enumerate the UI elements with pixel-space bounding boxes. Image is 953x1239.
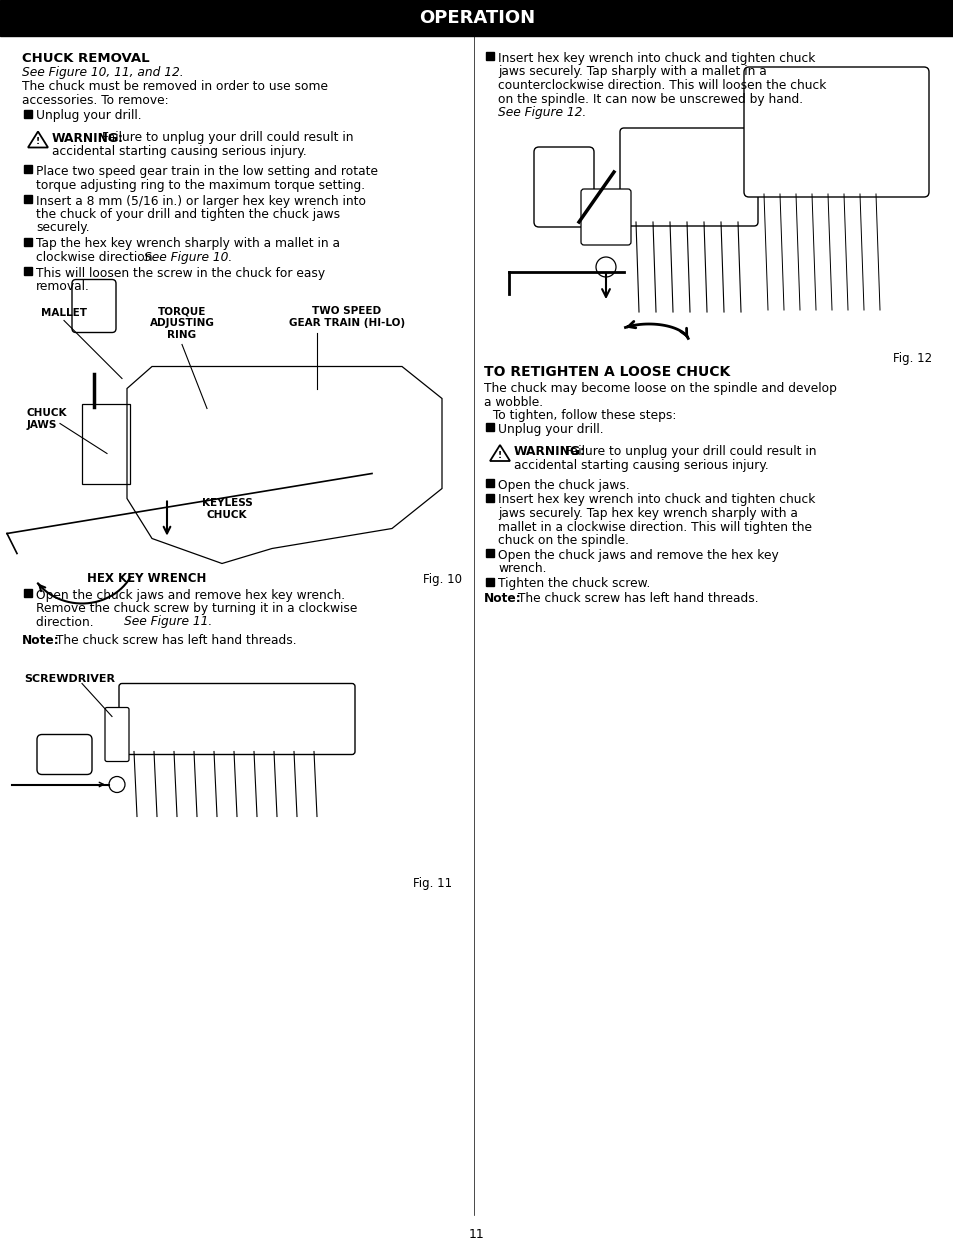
Bar: [485, 52, 494, 59]
Text: The chuck may become loose on the spindle and develop: The chuck may become loose on the spindl…: [483, 382, 836, 395]
Text: Note:: Note:: [22, 633, 60, 647]
FancyBboxPatch shape: [580, 190, 630, 245]
Bar: [485, 478, 494, 487]
Text: mallet in a clockwise direction. This will tighten the: mallet in a clockwise direction. This wi…: [497, 520, 811, 534]
Bar: [0, 0, 953, 36]
Text: Place two speed gear train in the low setting and rotate: Place two speed gear train in the low se…: [36, 165, 377, 178]
Bar: [485, 577, 494, 586]
Circle shape: [596, 256, 616, 278]
FancyBboxPatch shape: [119, 684, 355, 755]
Text: Open the chuck jaws and remove hex key wrench.: Open the chuck jaws and remove hex key w…: [36, 589, 345, 601]
Text: jaws securely. Tap hex key wrench sharply with a: jaws securely. Tap hex key wrench sharpl…: [497, 507, 797, 520]
Text: TORQUE: TORQUE: [157, 306, 206, 316]
Bar: [24, 266, 32, 275]
Text: accessories. To remove:: accessories. To remove:: [22, 93, 169, 107]
FancyBboxPatch shape: [37, 735, 91, 774]
Bar: [485, 549, 494, 558]
Text: GEAR TRAIN (HI-LO): GEAR TRAIN (HI-LO): [289, 318, 405, 328]
Text: Insert a 8 mm (5/16 in.) or larger hex key wrench into: Insert a 8 mm (5/16 in.) or larger hex k…: [36, 195, 366, 207]
Bar: [24, 238, 32, 245]
Text: Remove the chuck screw by turning it in a clockwise: Remove the chuck screw by turning it in …: [36, 602, 357, 615]
Text: accidental starting causing serious injury.: accidental starting causing serious inju…: [52, 145, 307, 159]
Text: torque adjusting ring to the maximum torque setting.: torque adjusting ring to the maximum tor…: [36, 178, 365, 192]
Text: CHUCK: CHUCK: [27, 409, 68, 419]
Text: See Figure 10.: See Figure 10.: [144, 252, 232, 264]
Text: Open the chuck jaws.: Open the chuck jaws.: [497, 478, 629, 492]
Text: SCREWDRIVER: SCREWDRIVER: [24, 674, 115, 684]
Text: To tighten, follow these steps:: To tighten, follow these steps:: [489, 410, 676, 422]
Text: a wobble.: a wobble.: [483, 395, 542, 409]
Text: ADJUSTING: ADJUSTING: [150, 318, 214, 328]
Text: !: !: [497, 451, 501, 460]
Text: Unplug your drill.: Unplug your drill.: [36, 109, 141, 123]
Text: Fig. 11: Fig. 11: [413, 876, 452, 890]
Text: Insert hex key wrench into chuck and tighten chuck: Insert hex key wrench into chuck and tig…: [497, 52, 815, 64]
Bar: [24, 109, 32, 118]
Text: Fig. 10: Fig. 10: [422, 572, 461, 586]
Text: KEYLESS: KEYLESS: [201, 498, 253, 508]
Text: !: !: [36, 138, 40, 146]
FancyBboxPatch shape: [619, 128, 758, 225]
Text: Failure to unplug your drill could result in: Failure to unplug your drill could resul…: [98, 131, 354, 145]
Text: The chuck screw has left hand threads.: The chuck screw has left hand threads.: [52, 633, 296, 647]
Text: The chuck screw has left hand threads.: The chuck screw has left hand threads.: [514, 592, 758, 606]
Text: Insert hex key wrench into chuck and tighten chuck: Insert hex key wrench into chuck and tig…: [497, 493, 815, 507]
Text: This will loosen the screw in the chuck for easy: This will loosen the screw in the chuck …: [36, 266, 325, 280]
Text: RING: RING: [168, 331, 196, 341]
Text: counterclockwise direction. This will loosen the chuck: counterclockwise direction. This will lo…: [497, 79, 825, 92]
Bar: [24, 165, 32, 173]
Text: The chuck must be removed in order to use some: The chuck must be removed in order to us…: [22, 81, 328, 93]
Text: Failure to unplug your drill could result in: Failure to unplug your drill could resul…: [560, 445, 816, 458]
Text: CHUCK: CHUCK: [207, 510, 247, 520]
Bar: [485, 493, 494, 502]
Circle shape: [109, 777, 125, 793]
Text: See Figure 10, 11, and 12.: See Figure 10, 11, and 12.: [22, 66, 183, 79]
Text: OPERATION: OPERATION: [418, 9, 535, 27]
Text: CHUCK REMOVAL: CHUCK REMOVAL: [22, 52, 150, 64]
Text: accidental starting causing serious injury.: accidental starting causing serious inju…: [514, 458, 768, 472]
Text: HEX KEY WRENCH: HEX KEY WRENCH: [87, 572, 206, 586]
Text: TO RETIGHTEN A LOOSE CHUCK: TO RETIGHTEN A LOOSE CHUCK: [483, 366, 729, 379]
Text: Open the chuck jaws and remove the hex key: Open the chuck jaws and remove the hex k…: [497, 549, 778, 563]
Text: direction.: direction.: [36, 616, 97, 628]
Text: See Figure 12.: See Figure 12.: [497, 107, 586, 119]
Text: JAWS: JAWS: [27, 420, 57, 430]
Text: WARNING:: WARNING:: [52, 131, 124, 145]
Bar: [485, 422, 494, 431]
Text: Note:: Note:: [483, 592, 521, 606]
Text: Tap the hex key wrench sharply with a mallet in a: Tap the hex key wrench sharply with a ma…: [36, 238, 339, 250]
Text: jaws securely. Tap sharply with a mallet in a: jaws securely. Tap sharply with a mallet…: [497, 66, 766, 78]
FancyBboxPatch shape: [105, 707, 129, 762]
Text: securely.: securely.: [36, 222, 90, 234]
Text: 11: 11: [469, 1228, 484, 1239]
Text: See Figure 11.: See Figure 11.: [124, 616, 212, 628]
Bar: [24, 195, 32, 202]
Text: the chuck of your drill and tighten the chuck jaws: the chuck of your drill and tighten the …: [36, 208, 340, 221]
Text: Fig. 12: Fig. 12: [892, 352, 931, 366]
Text: clockwise direction.: clockwise direction.: [36, 252, 160, 264]
Text: TWO SPEED: TWO SPEED: [313, 306, 381, 316]
Text: MALLET: MALLET: [41, 309, 87, 318]
Text: on the spindle. It can now be unscrewed by hand.: on the spindle. It can now be unscrewed …: [497, 93, 802, 105]
Text: Tighten the chuck screw.: Tighten the chuck screw.: [497, 577, 650, 591]
Text: WARNING:: WARNING:: [514, 445, 585, 458]
Text: removal.: removal.: [36, 280, 90, 294]
Text: chuck on the spindle.: chuck on the spindle.: [497, 534, 628, 546]
FancyBboxPatch shape: [534, 147, 594, 227]
Bar: [24, 589, 32, 596]
Text: Unplug your drill.: Unplug your drill.: [497, 422, 603, 436]
FancyBboxPatch shape: [743, 67, 928, 197]
Text: wrench.: wrench.: [497, 563, 546, 575]
